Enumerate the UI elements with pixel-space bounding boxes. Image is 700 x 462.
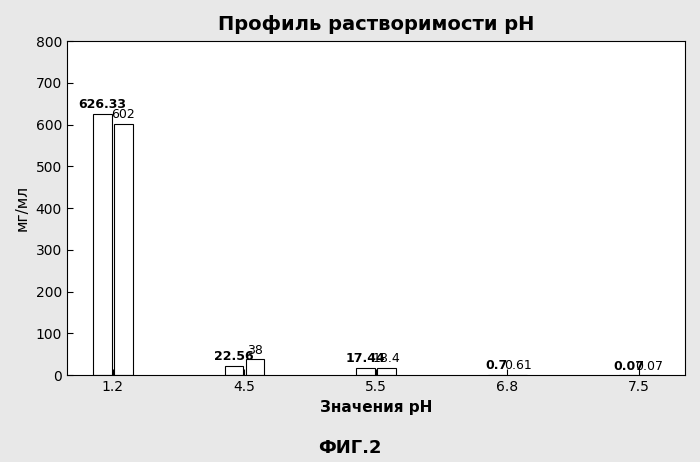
Bar (225, 366, 243, 375)
Text: ФИГ.2: ФИГ.2 (318, 439, 382, 457)
Title: Профиль растворимости рН: Профиль растворимости рН (218, 15, 534, 34)
Bar (114, 124, 132, 375)
Text: 0.07: 0.07 (613, 360, 644, 373)
Text: 626.33: 626.33 (78, 98, 126, 111)
Text: 602: 602 (111, 108, 135, 122)
Y-axis label: мг/мл: мг/мл (15, 185, 30, 231)
Text: 0.7: 0.7 (486, 359, 508, 372)
Text: 38: 38 (247, 344, 262, 357)
Text: 18.4: 18.4 (372, 352, 400, 365)
Text: 0.07: 0.07 (636, 360, 664, 373)
Bar (246, 359, 264, 375)
Bar (377, 368, 395, 375)
Bar (356, 368, 374, 375)
Text: 0.61: 0.61 (504, 359, 532, 372)
X-axis label: Значения рН: Значения рН (320, 400, 432, 415)
Text: 17.44: 17.44 (346, 353, 385, 365)
Text: 22.56: 22.56 (214, 350, 253, 363)
Bar (93, 114, 111, 375)
